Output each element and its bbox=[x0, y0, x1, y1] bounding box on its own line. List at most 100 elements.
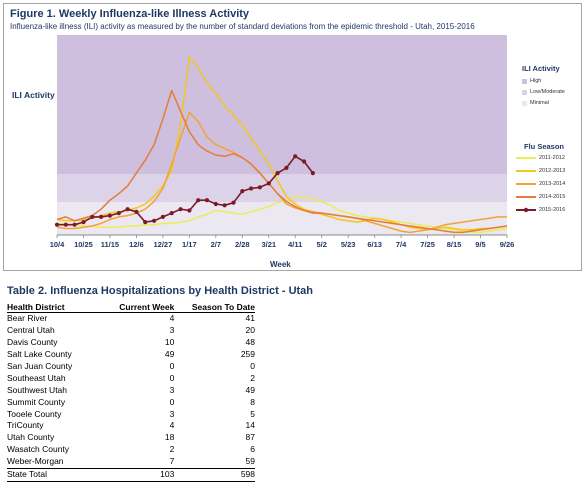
line-swatch-icon bbox=[516, 182, 536, 185]
figure-subtitle: Influenza-like illness (ILI) activity as… bbox=[10, 22, 475, 31]
x-tick-label: 1/17 bbox=[182, 240, 197, 249]
district-cell: Salt Lake County bbox=[7, 349, 72, 360]
current-week-cell: 4 bbox=[169, 313, 175, 324]
season-to-date-cell: 259 bbox=[240, 349, 255, 360]
high-swatch bbox=[522, 78, 527, 84]
current-week-cell: 2 bbox=[169, 444, 175, 455]
data-point-2015-2016 bbox=[275, 171, 280, 176]
table-row: Summit County 0 8 bbox=[7, 396, 255, 408]
season-legend-label: 2011-2012 bbox=[539, 154, 565, 161]
current-week-cell: 3 bbox=[169, 325, 175, 336]
data-point-2015-2016 bbox=[143, 220, 148, 225]
data-point-2015-2016 bbox=[81, 220, 86, 225]
district-cell: Southeast Utah bbox=[7, 372, 66, 383]
table-row: San Juan County 0 0 bbox=[7, 361, 255, 373]
hospitalizations-table: Health District Current Week Season To D… bbox=[7, 301, 255, 482]
data-point-2015-2016 bbox=[187, 208, 192, 213]
season-legend-item: 2015-2016 bbox=[516, 203, 582, 216]
data-point-2015-2016 bbox=[72, 222, 77, 227]
district-cell: Bear River bbox=[7, 313, 48, 324]
activity-legend-label: High bbox=[530, 78, 542, 84]
x-tick-label: 7/4 bbox=[396, 240, 407, 249]
column-header-current-week: Current Week bbox=[107, 301, 175, 313]
data-point-2015-2016 bbox=[249, 186, 254, 191]
line-swatch-icon bbox=[516, 169, 536, 172]
minimal-swatch bbox=[522, 100, 527, 106]
activity-legend-label: Low/Moderate bbox=[530, 89, 565, 95]
high-activity-band bbox=[57, 35, 507, 174]
table-row: Weber-Morgan 7 59 bbox=[7, 456, 255, 468]
season-to-date-cell: 14 bbox=[245, 420, 255, 431]
data-point-2015-2016 bbox=[213, 201, 218, 207]
data-point-2015-2016 bbox=[107, 213, 112, 218]
table-total-row: State Total 103 598 bbox=[7, 467, 255, 482]
x-tick-label: 10/25 bbox=[74, 240, 93, 249]
x-tick-label: 12/6 bbox=[129, 240, 144, 249]
season-to-date-cell: 0 bbox=[250, 361, 255, 371]
ili-line-chart: 10/4 10/25 11/15 12/6 12/27 1/17 2/7 2/28 3/21 4/… bbox=[50, 35, 515, 249]
low-moderate-swatch bbox=[522, 89, 527, 95]
activity-legend-title: ILI Activity bbox=[522, 64, 560, 73]
district-cell: Utah County bbox=[7, 432, 55, 443]
table-row: Utah County 18 87 bbox=[7, 432, 255, 444]
marker-line-swatch-icon bbox=[516, 207, 536, 212]
season-to-date-cell: 598 bbox=[174, 467, 255, 482]
season-legend-item: 2014-2015 bbox=[516, 190, 582, 203]
season-to-date-cell: 49 bbox=[245, 384, 255, 395]
activity-legend-item-low-moderate: Low/Moderate bbox=[522, 89, 582, 95]
x-tick-label: 3/21 bbox=[261, 240, 276, 249]
table-row: Southeast Utah 0 2 bbox=[7, 372, 255, 384]
x-axis-label: Week bbox=[270, 260, 291, 269]
data-point-2015-2016 bbox=[116, 211, 121, 216]
table-row: Wasatch County 2 6 bbox=[7, 444, 255, 456]
x-tick-label: 9/5 bbox=[475, 240, 485, 249]
season-legend-title: Flu Season bbox=[523, 142, 564, 151]
activity-legend-item-minimal: Minimal bbox=[522, 100, 582, 106]
current-week-cell: 7 bbox=[169, 456, 175, 467]
x-tick-label: 4/11 bbox=[288, 240, 302, 249]
x-tick-label: 12/27 bbox=[153, 240, 172, 249]
series-line-2014-2015 bbox=[56, 89, 508, 234]
season-legend-label: 2012-2013 bbox=[539, 167, 566, 174]
season-legend-label: 2015-2016 bbox=[539, 206, 566, 213]
season-legend-label: 2014-2015 bbox=[539, 193, 566, 200]
column-header-season-to-date: Season To Date bbox=[174, 301, 255, 313]
district-cell: State Total bbox=[7, 467, 108, 482]
season-legend-item: 2012-2013 bbox=[516, 164, 582, 177]
data-point-2015-2016 bbox=[222, 203, 227, 208]
x-tick-label: 9/26 bbox=[500, 240, 515, 249]
season-to-date-cell: 41 bbox=[245, 313, 255, 324]
x-tick-label: 5/23 bbox=[341, 240, 356, 249]
data-point-2015-2016 bbox=[302, 159, 307, 164]
figure-title: Figure 1. Weekly Influenza-like Illness … bbox=[10, 8, 250, 20]
data-point-2015-2016 bbox=[204, 198, 210, 203]
data-point-2015-2016 bbox=[257, 185, 262, 190]
district-cell: Weber-Morgan bbox=[7, 456, 64, 467]
y-axis-label: ILI Activity bbox=[12, 90, 55, 100]
table-title: Table 2. Influenza Hospitalizations by H… bbox=[7, 285, 314, 297]
column-header-district: Health District bbox=[7, 301, 108, 313]
data-point-2015-2016 bbox=[63, 222, 68, 227]
district-cell: TriCounty bbox=[7, 420, 44, 431]
season-to-date-cell: 87 bbox=[245, 432, 255, 443]
district-cell: Southwest Utah bbox=[7, 384, 68, 395]
season-to-date-cell: 48 bbox=[245, 337, 255, 348]
district-cell: San Juan County bbox=[7, 361, 73, 371]
season-to-date-cell: 6 bbox=[250, 444, 255, 455]
x-tick-label: 6/13 bbox=[367, 240, 382, 249]
table-row: TriCounty 4 14 bbox=[7, 420, 255, 432]
data-point-2015-2016 bbox=[90, 214, 95, 219]
x-tick-label: 2/28 bbox=[235, 240, 250, 249]
data-point-2015-2016 bbox=[240, 189, 245, 194]
current-week-cell: 103 bbox=[107, 467, 175, 482]
activity-legend-label: Minimal bbox=[530, 100, 549, 106]
x-tick-label: 8/15 bbox=[447, 240, 462, 249]
season-to-date-cell: 2 bbox=[250, 372, 255, 383]
table-row: Salt Lake County 49 259 bbox=[7, 349, 255, 361]
data-point-2015-2016 bbox=[152, 218, 157, 223]
season-legend-item: 2013-2014 bbox=[516, 177, 582, 190]
season-to-date-cell: 59 bbox=[245, 456, 255, 467]
current-week-cell: 10 bbox=[164, 337, 175, 348]
table-row: Tooele County 3 5 bbox=[7, 408, 255, 420]
data-point-2015-2016 bbox=[160, 214, 165, 219]
